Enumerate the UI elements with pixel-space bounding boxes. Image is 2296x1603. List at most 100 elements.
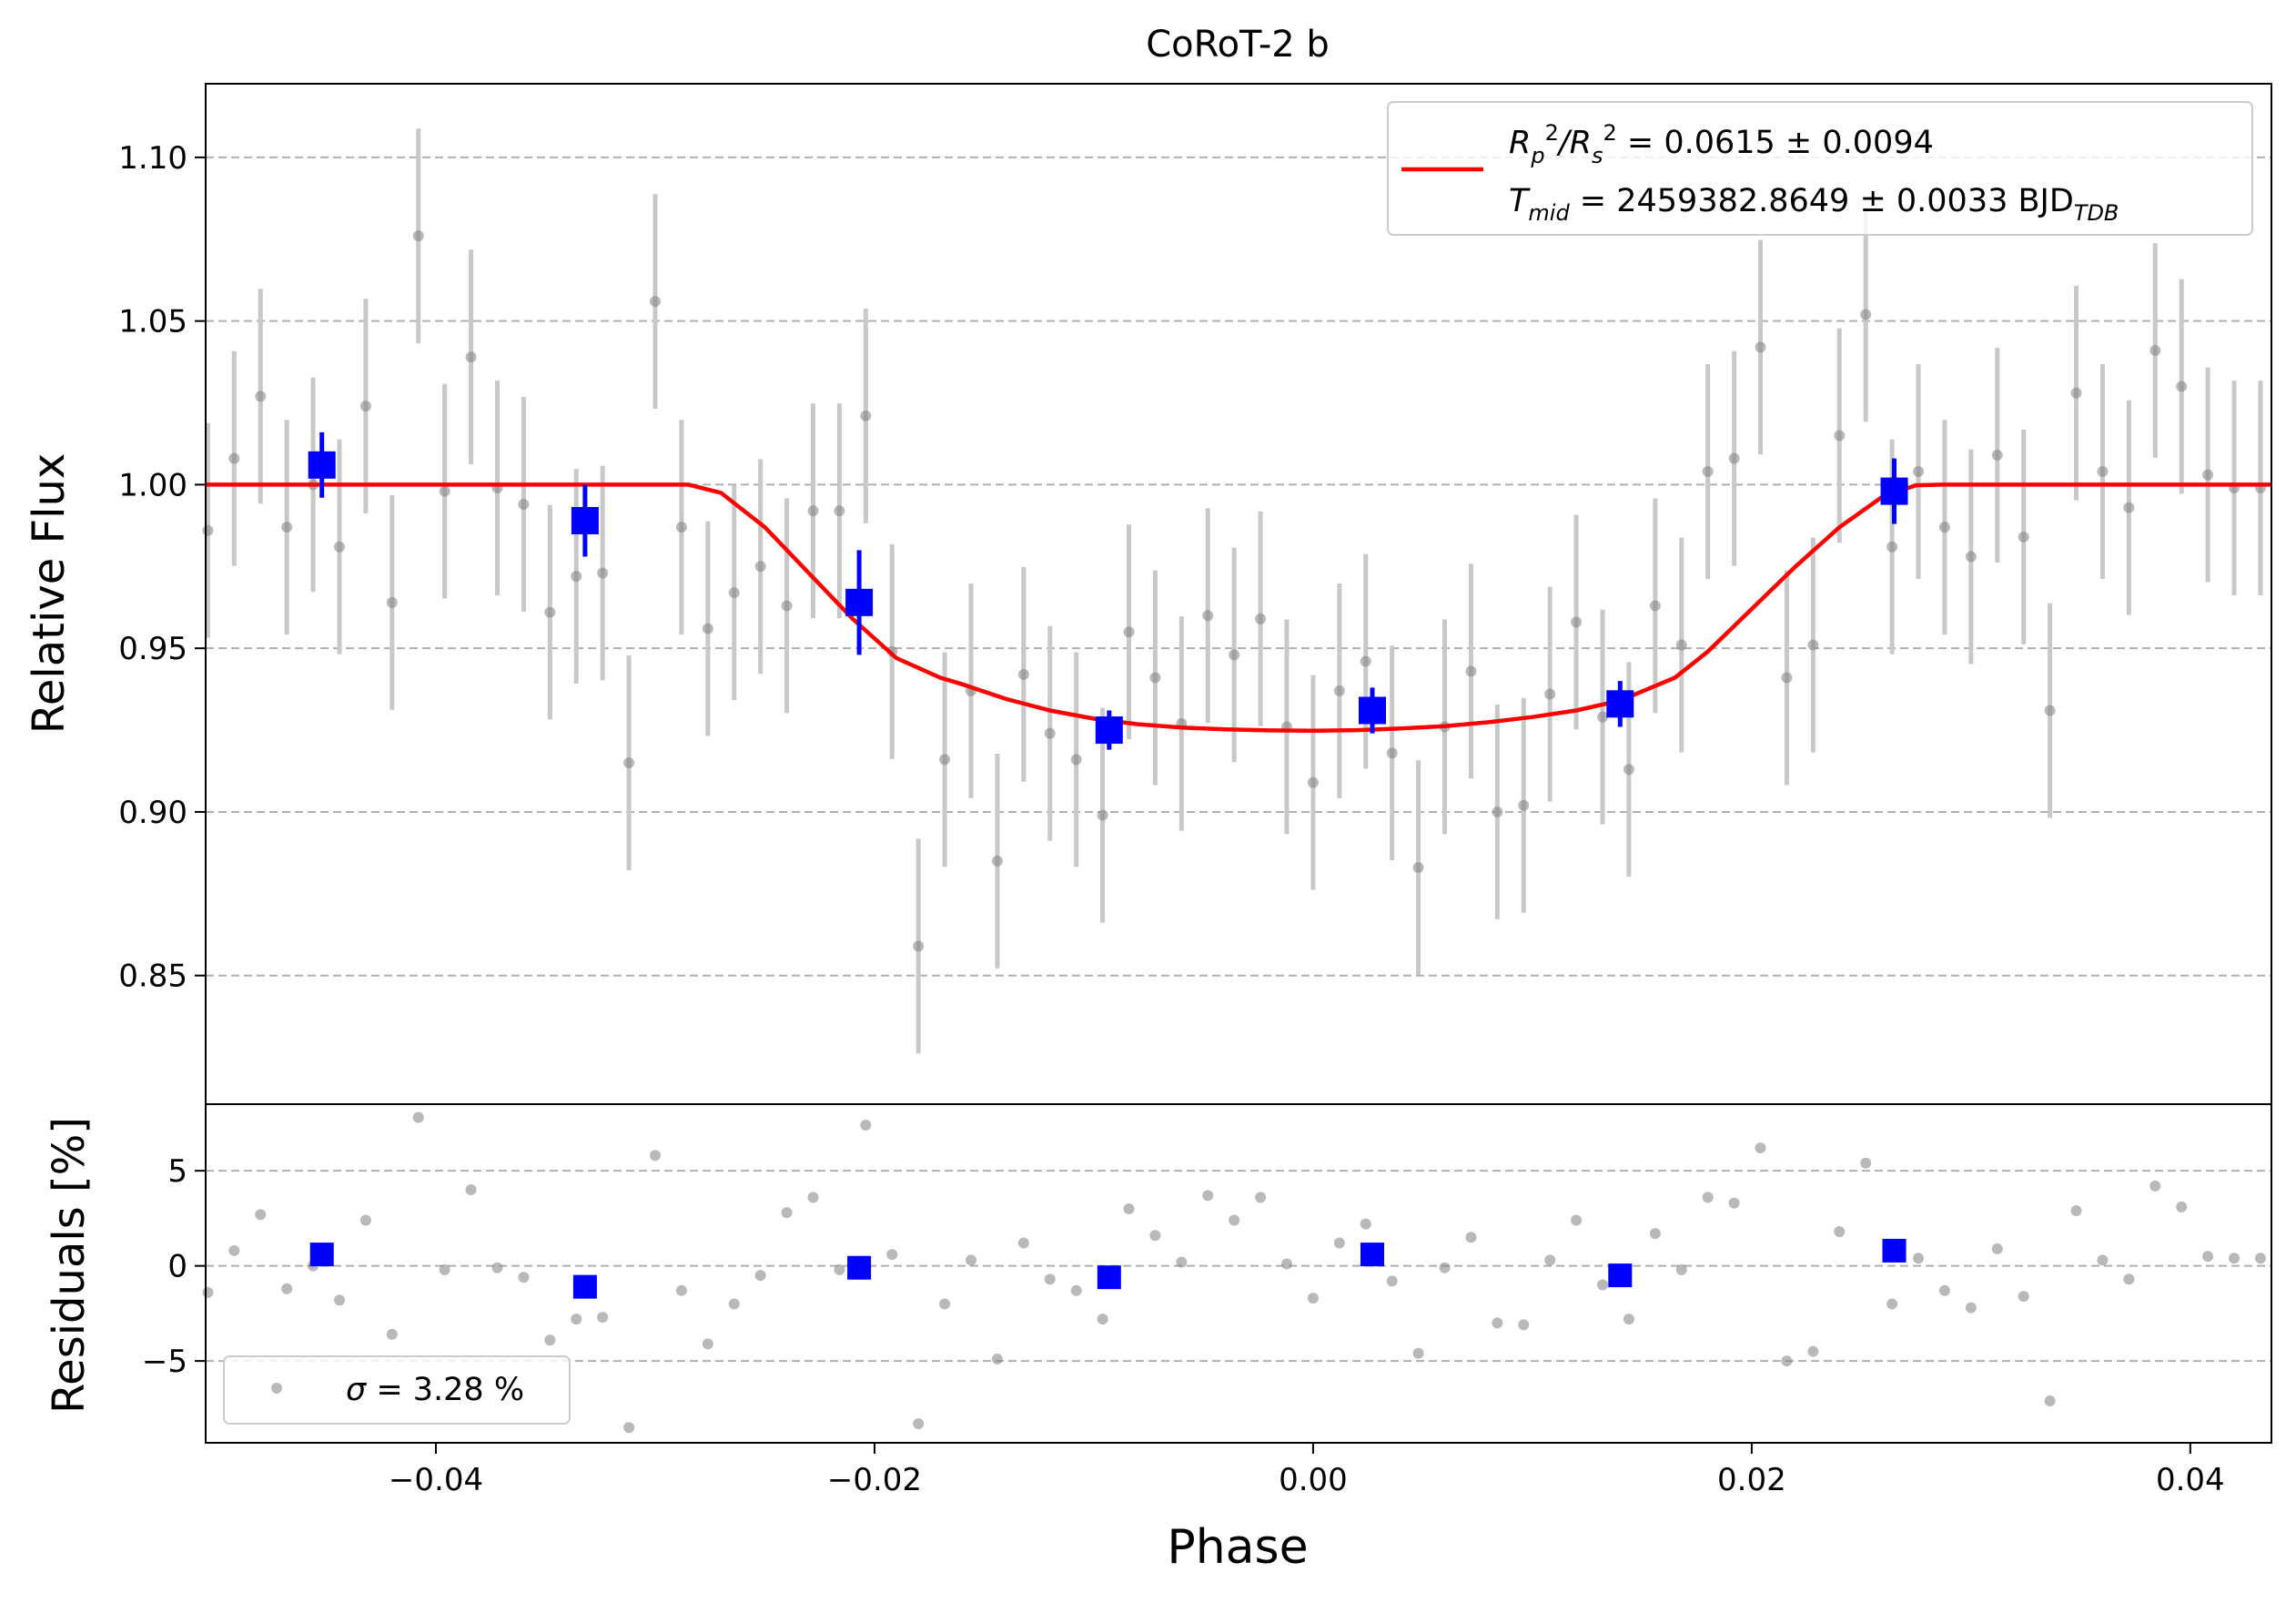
binned-residual-point [847,1255,872,1280]
main-y-tick-label: 1.00 [118,467,187,503]
binned-residual-point [1360,1243,1384,1267]
residuals-y-axis-ticks: −5 0 5 [142,1153,206,1380]
residual-point [1886,1298,1898,1310]
residual-point [1123,1202,1135,1214]
main-y-tick-label: 0.95 [118,631,187,667]
residual-point [623,1422,635,1434]
x-tick-label: 0.04 [2156,1462,2225,1498]
data-point [465,351,477,363]
residual-point [1991,1243,2003,1254]
data-point [228,452,240,464]
residual-point [518,1272,530,1283]
residual-point [1492,1317,1503,1329]
data-point [1044,727,1056,739]
residual-point [359,1214,371,1226]
legend-mid-time-entry: Tmid = 2459382.8649 ± 0.0033 BJDTDB [1509,183,2119,226]
transit-model-line [206,482,2271,734]
data-point [2044,705,2056,716]
residual-point [1412,1347,1424,1359]
data-point [518,498,530,510]
residual-point [650,1150,662,1162]
data-point [1412,862,1424,874]
data-point [623,757,635,769]
data-point [1255,613,1267,624]
residual-point [386,1328,398,1340]
binned-residual-point [572,1274,597,1299]
main-binned-points [308,431,1908,750]
residuals-legend-box [223,1355,571,1425]
residual-point [1728,1197,1740,1209]
data-point [1597,711,1609,723]
residual-point [1649,1228,1661,1240]
data-point [2097,466,2109,478]
residuals-legend-marker [271,1383,282,1394]
data-point [412,230,424,242]
residual-point [728,1298,740,1310]
data-point [754,561,766,573]
data-point [1571,616,1583,628]
residual-point [754,1270,766,1282]
binned-point [1606,690,1634,718]
residual-point [1675,1263,1687,1275]
binned-residual-point [1882,1238,1907,1263]
residual-point [1333,1237,1345,1249]
residual-point [281,1283,293,1294]
data-point [1938,522,1950,533]
data-point [571,571,582,583]
residual-point [1518,1319,1530,1331]
x-axis-label: Phase [1167,1520,1308,1575]
residual-point [597,1312,609,1324]
residual-point [1229,1214,1240,1226]
data-point [2123,502,2135,513]
residual-point [1017,1237,1029,1249]
data-point [1518,799,1530,811]
data-point [702,623,713,634]
data-point [1229,649,1240,661]
data-point [281,522,293,533]
residual-point [1965,1302,1977,1314]
data-point [1307,776,1319,788]
residual-point [1070,1284,1082,1296]
data-point [1649,600,1661,612]
residual-point [1360,1218,1371,1230]
residual-point [781,1207,793,1219]
data-point [1913,466,1925,478]
residual-point [2097,1254,2109,1266]
residual-point [1386,1275,1398,1287]
data-point [1333,685,1345,696]
residual-point [1597,1279,1609,1291]
residuals-legend: σ = 3.28 % [223,1355,571,1425]
binned-point [308,451,336,479]
data-point [439,485,450,497]
residual-point [1834,1226,1846,1238]
residual-point [939,1298,951,1310]
residuals-y-tick-label: −5 [142,1344,187,1380]
x-axis-ticks: −0.04 −0.02 0.00 0.02 0.04 [389,1443,2225,1498]
data-point [1360,655,1371,667]
main-y-tick-label: 0.90 [118,795,187,831]
residual-point [491,1262,503,1273]
data-point [1675,639,1687,651]
residual-point [2176,1201,2188,1212]
residual-point [2123,1273,2135,1285]
data-point [913,940,925,952]
residual-point [1255,1192,1267,1203]
data-point [781,600,793,612]
residuals-panel: −5 0 5 −0.04 −0.02 0.00 0.02 0.04 Residuals [%… [44,1103,2272,1575]
x-tick-label: −0.02 [827,1462,922,1498]
data-point [650,296,662,308]
residual-point [886,1249,898,1261]
residual-point [1281,1258,1293,1270]
data-point [597,567,609,579]
data-point [1544,688,1556,700]
data-point [807,505,819,517]
residual-point [571,1314,582,1325]
residual-point [1755,1142,1766,1154]
residual-point [465,1184,477,1196]
residual-point [1097,1314,1108,1325]
data-point [991,855,1003,867]
data-point [544,606,556,618]
residual-point [333,1294,345,1306]
main-legend-box [1387,101,2253,236]
